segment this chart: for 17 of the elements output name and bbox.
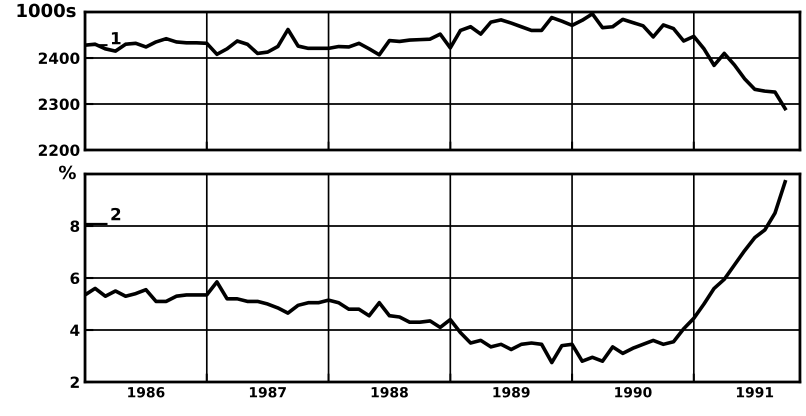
y-tick-label: 6 bbox=[70, 272, 80, 284]
legend-label: 1 bbox=[112, 32, 121, 44]
x-tick-label: 1986 bbox=[128, 386, 164, 398]
x-tick-label: 1990 bbox=[615, 386, 652, 398]
y-tick-label: 2300 bbox=[38, 98, 80, 110]
x-tick-label: 1989 bbox=[493, 386, 530, 398]
y-axis-title: 1000s bbox=[17, 4, 76, 18]
y-tick-label: 4 bbox=[70, 324, 80, 336]
y-tick-label: 8 bbox=[70, 220, 80, 232]
x-tick-label: 1988 bbox=[372, 386, 408, 398]
legend-label: 2 bbox=[111, 208, 120, 220]
x-tick-label: 1991 bbox=[736, 386, 774, 398]
x-tick-label: 1987 bbox=[250, 386, 286, 398]
y-tick-label: 2400 bbox=[38, 52, 80, 64]
y-axis-title: % bbox=[58, 166, 76, 180]
y-tick-label: 2200 bbox=[38, 144, 80, 156]
y-tick-label: 2 bbox=[70, 376, 79, 388]
